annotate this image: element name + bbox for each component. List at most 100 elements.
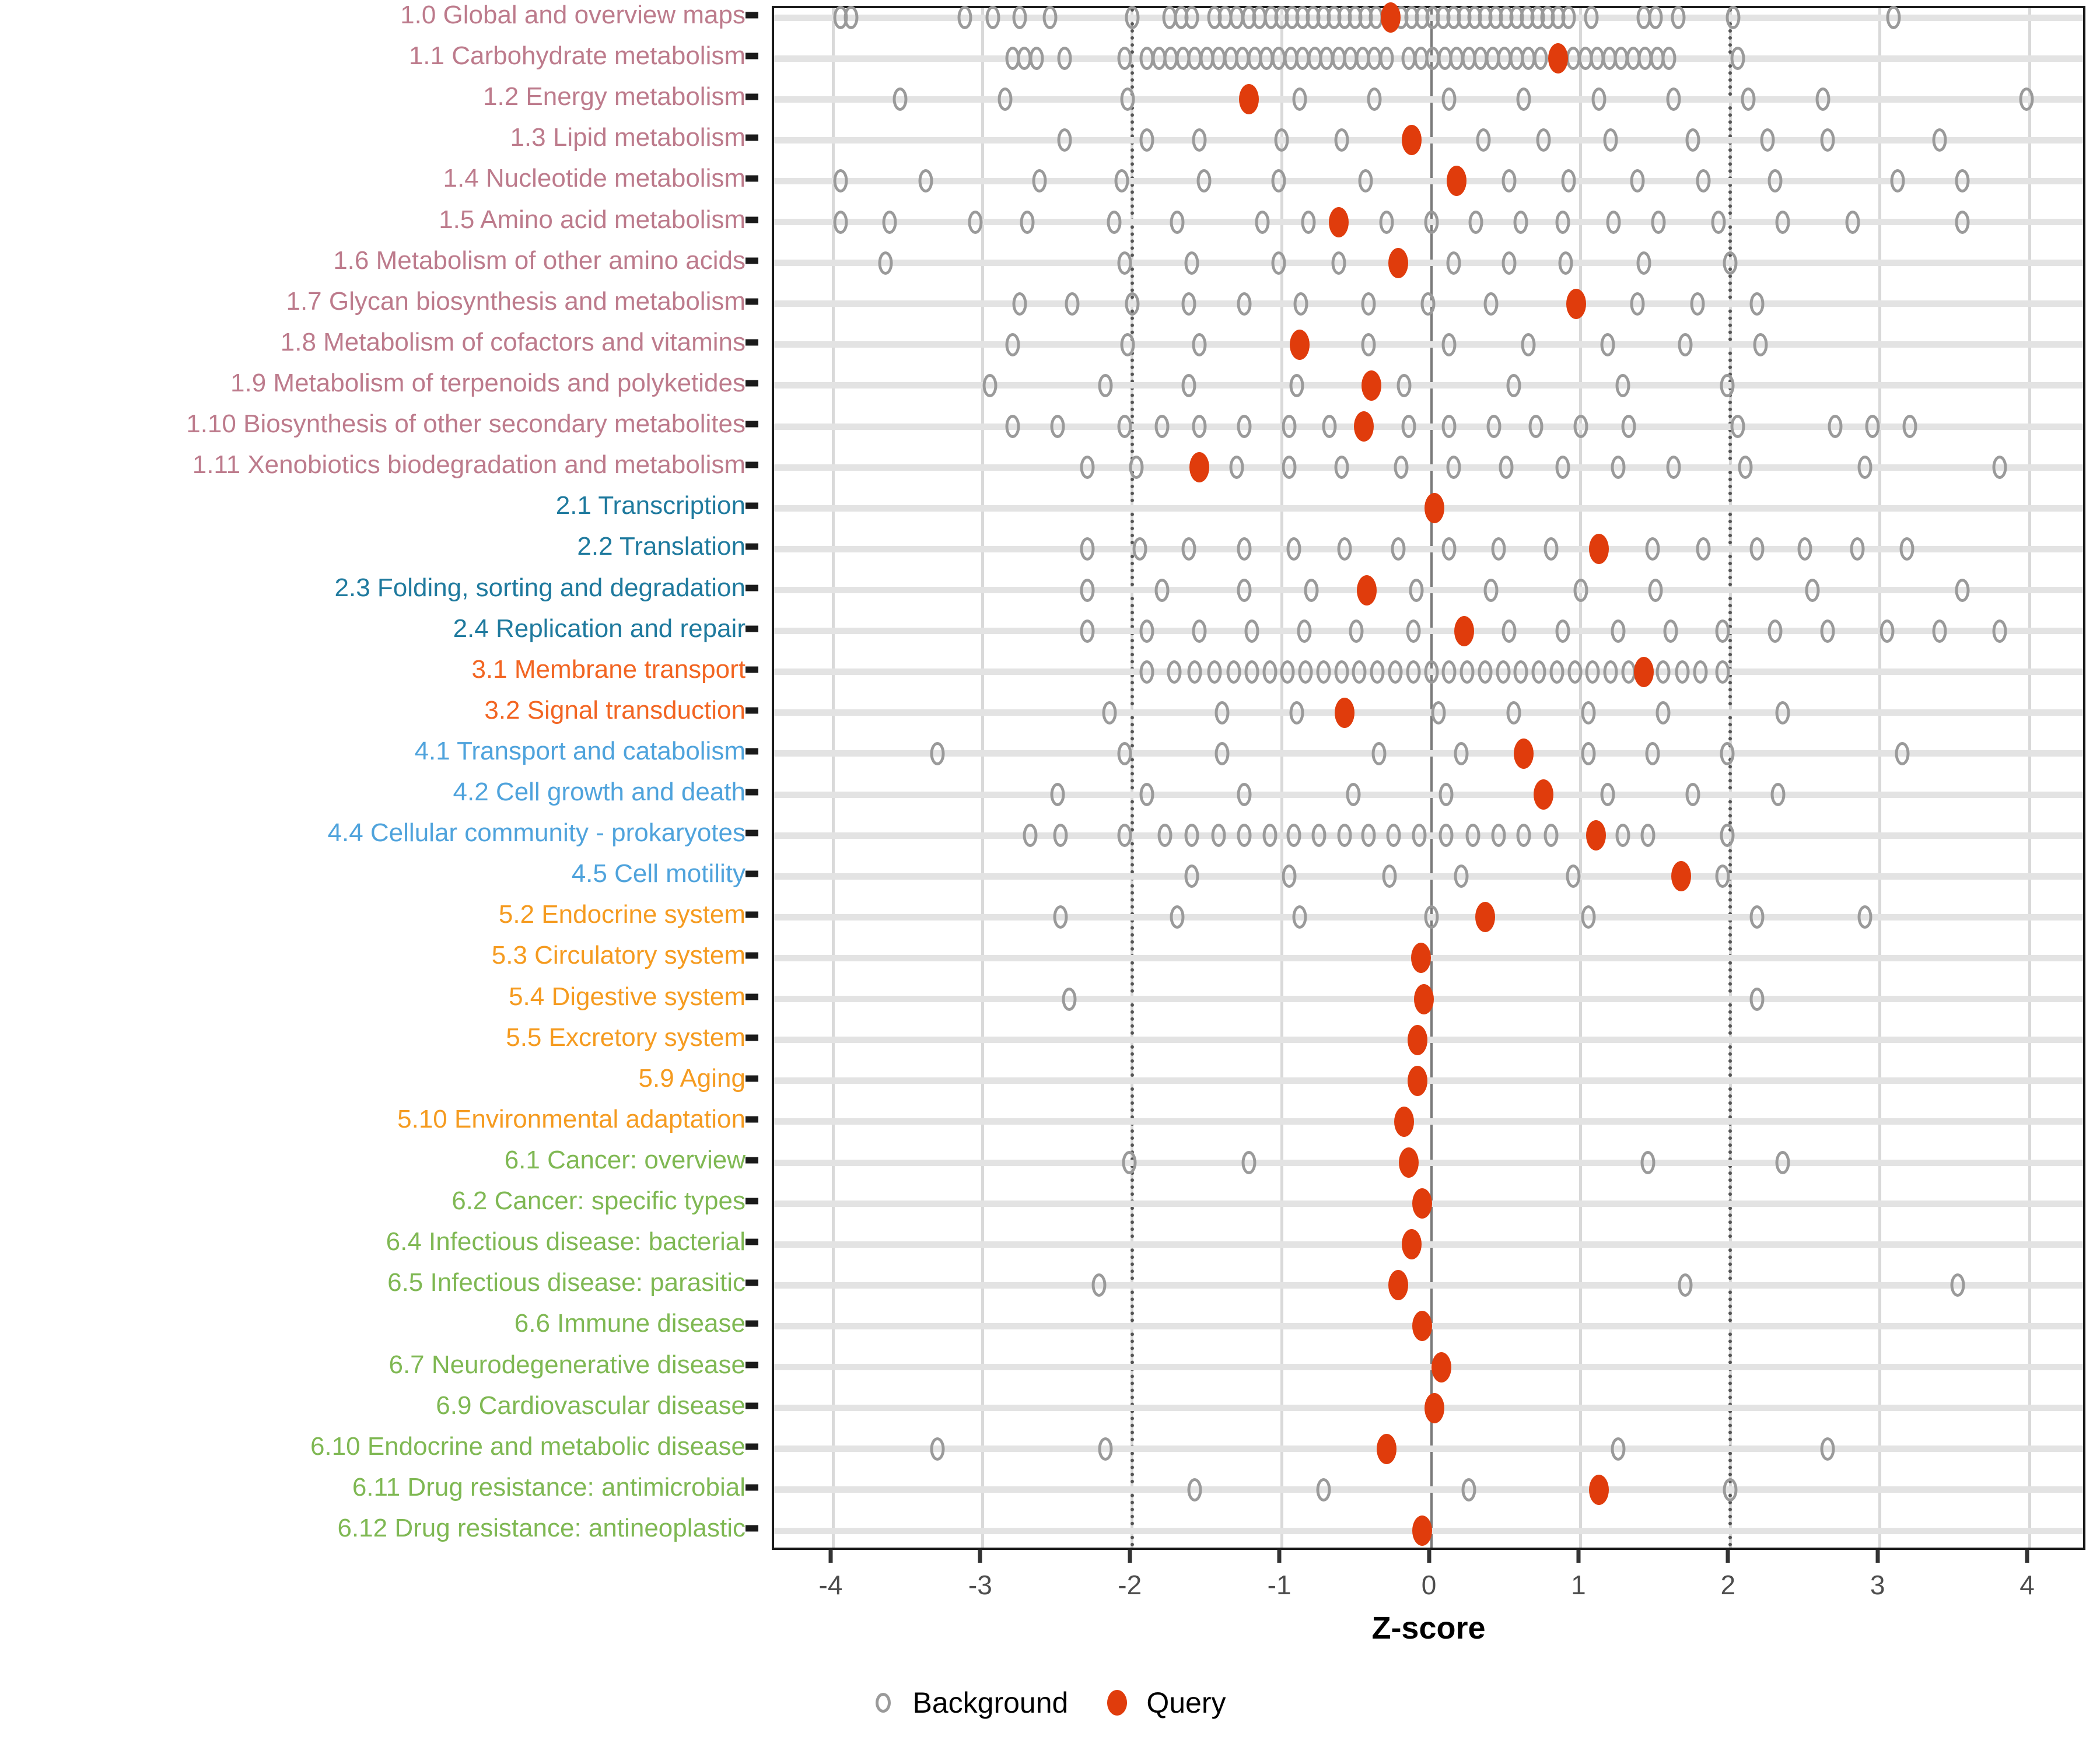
y-axis-tick <box>746 1320 758 1327</box>
background-point <box>1666 88 1681 111</box>
x-axis-tick-label: -2 <box>1118 1570 1142 1600</box>
query-point[interactable] <box>1413 984 1434 1014</box>
query-point[interactable] <box>1388 247 1409 278</box>
background-point <box>1062 987 1077 1011</box>
background-point <box>1301 210 1316 234</box>
background-point <box>1192 332 1207 356</box>
legend-item-background[interactable]: Background <box>854 1686 1088 1720</box>
query-point[interactable] <box>1189 452 1210 483</box>
query-point[interactable] <box>1533 779 1553 810</box>
background-point <box>1181 537 1196 561</box>
query-point[interactable] <box>1475 902 1495 933</box>
query-point[interactable] <box>1432 1352 1452 1382</box>
query-point[interactable] <box>1412 1516 1433 1546</box>
query-point[interactable] <box>1388 1270 1409 1301</box>
y-axis-tick <box>746 1116 758 1123</box>
background-point <box>1282 415 1297 439</box>
y-axis-label: 1.5 Amino acid metabolism <box>439 205 746 234</box>
background-point <box>1715 864 1730 888</box>
y-axis-tick <box>746 1034 758 1041</box>
background-point <box>1645 537 1660 561</box>
query-point[interactable] <box>1289 329 1310 360</box>
y-axis-label: 6.1 Cancer: overview <box>504 1146 746 1175</box>
query-point[interactable] <box>1354 411 1374 442</box>
background-point <box>1337 824 1352 848</box>
background-point <box>1663 619 1678 643</box>
background-point <box>1139 619 1154 643</box>
background-point <box>1349 619 1364 643</box>
background-point <box>1483 578 1499 602</box>
x-axis-tick-label: 0 <box>1421 1570 1437 1600</box>
query-point[interactable] <box>1361 370 1381 401</box>
y-axis-tick <box>746 1279 758 1286</box>
query-point[interactable] <box>1633 656 1654 687</box>
background-point <box>1685 783 1700 807</box>
query-point[interactable] <box>1424 493 1444 524</box>
query-point[interactable] <box>1671 861 1691 892</box>
y-axis-tick <box>746 175 758 182</box>
query-point[interactable] <box>1399 1147 1419 1178</box>
query-point[interactable] <box>1566 288 1587 319</box>
background-point <box>1184 6 1199 29</box>
query-point[interactable] <box>1514 738 1534 769</box>
query-point[interactable] <box>1394 1106 1415 1137</box>
x-axis-tick-label: -4 <box>818 1570 843 1600</box>
x-axis-tick-0 <box>1427 1550 1431 1563</box>
y-axis-tick <box>746 584 758 591</box>
query-point[interactable] <box>1328 206 1349 237</box>
background-point <box>1192 128 1207 152</box>
background-point <box>982 373 998 397</box>
query-point[interactable] <box>1402 125 1422 156</box>
query-point[interactable] <box>1588 534 1609 565</box>
background-point <box>1621 415 1636 439</box>
y-axis-label: 4.5 Cell motility <box>571 859 746 888</box>
y-axis-tick <box>746 625 758 632</box>
background-point <box>1513 210 1528 234</box>
query-point[interactable] <box>1408 1065 1428 1096</box>
y-axis-label: 1.1 Carbohydrate metabolism <box>408 41 746 71</box>
background-point <box>1483 292 1499 316</box>
legend-item-query[interactable]: Query <box>1088 1686 1245 1720</box>
query-point[interactable] <box>1412 1311 1433 1342</box>
x-axis-tick-4 <box>2025 1550 2029 1563</box>
query-point[interactable] <box>1454 615 1474 646</box>
background-point <box>1611 456 1626 480</box>
x-axis-tick-label: -1 <box>1267 1570 1292 1600</box>
background-point <box>1187 660 1202 684</box>
background-point <box>1125 292 1140 316</box>
query-point[interactable] <box>1412 1188 1433 1219</box>
y-axis-label: 5.4 Digestive system <box>509 982 746 1011</box>
background-point <box>1358 169 1373 193</box>
query-point[interactable] <box>1548 43 1569 74</box>
query-point[interactable] <box>1357 575 1377 606</box>
background-point <box>1749 292 1765 316</box>
background-point <box>1555 619 1570 643</box>
background-point <box>1591 88 1606 111</box>
query-point[interactable] <box>1408 1024 1428 1055</box>
background-point <box>1382 864 1397 888</box>
query-point[interactable] <box>1238 84 1259 115</box>
query-point[interactable] <box>1447 166 1467 197</box>
query-point[interactable] <box>1334 697 1354 728</box>
query-point[interactable] <box>1376 1433 1396 1464</box>
x-axis-tick-label: -3 <box>968 1570 992 1600</box>
query-point[interactable] <box>1402 1229 1422 1260</box>
query-point[interactable] <box>1381 2 1401 33</box>
background-point <box>1585 660 1600 684</box>
background-point <box>1478 660 1493 684</box>
background-point <box>1516 88 1531 111</box>
background-point <box>1828 415 1843 439</box>
y-axis-tick <box>746 830 758 836</box>
background-point <box>1280 660 1295 684</box>
background-point <box>1666 456 1681 480</box>
background-point <box>1316 660 1331 684</box>
query-point[interactable] <box>1410 943 1431 974</box>
background-point <box>1237 783 1252 807</box>
query-point[interactable] <box>1586 820 1606 851</box>
query-point[interactable] <box>1424 1392 1444 1423</box>
background-point <box>1656 701 1671 724</box>
query-point[interactable] <box>1588 1474 1609 1505</box>
background-point <box>1496 660 1511 684</box>
y-axis-label: 1.2 Energy metabolism <box>483 82 746 111</box>
background-point <box>1567 660 1583 684</box>
